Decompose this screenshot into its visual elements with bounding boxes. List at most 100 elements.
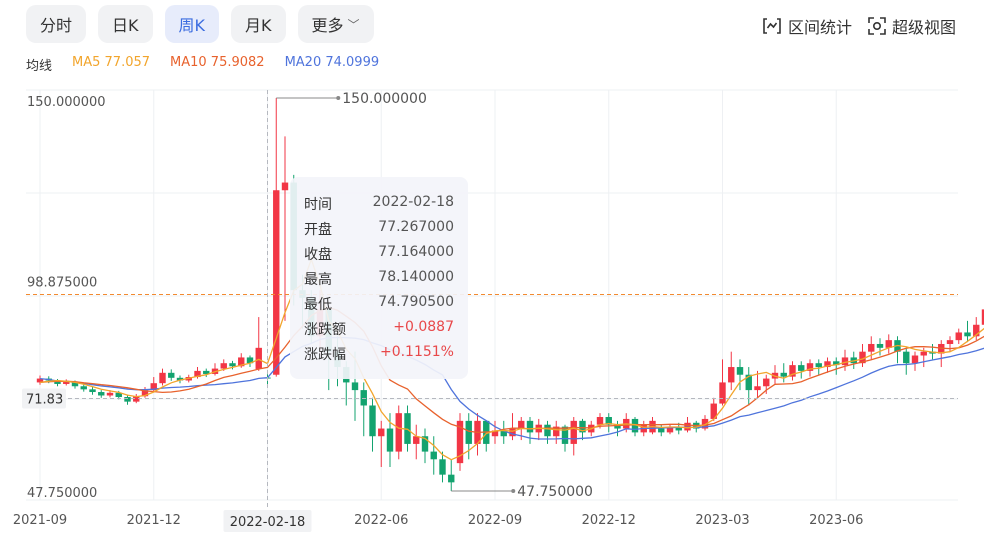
candle-body xyxy=(798,365,805,371)
candle-body xyxy=(89,389,96,393)
crosshair-price-label: 71.83 xyxy=(26,392,63,407)
y-axis-label: 47.750000 xyxy=(27,486,97,501)
candle-body xyxy=(780,372,787,377)
candle-body xyxy=(386,428,394,452)
tooltip-label: 时间 xyxy=(304,197,332,213)
tab-daily-k[interactable]: 日K xyxy=(98,5,153,43)
tooltip-row-time: 时间 2022-02-18 xyxy=(304,194,454,214)
tooltip-value: 74.790500 xyxy=(378,294,454,310)
interval-stats-button[interactable]: 区间统计 xyxy=(762,14,852,38)
candle-body xyxy=(955,332,962,341)
candle-body xyxy=(833,361,840,366)
candle-body xyxy=(456,420,464,464)
tooltip-value: +0.0887 xyxy=(393,319,454,335)
candle-body xyxy=(238,357,245,367)
candle-body xyxy=(763,378,770,387)
ma20-line xyxy=(39,336,984,440)
candle-body xyxy=(614,424,621,429)
tooltip-label: 开盘 xyxy=(304,222,332,238)
ma-legend-label: 均线 xyxy=(26,59,53,74)
candle-body xyxy=(141,390,149,397)
interval-stats-label: 区间统计 xyxy=(787,18,852,37)
candle-body xyxy=(789,365,796,377)
ma5-legend: MA5 77.057 xyxy=(72,55,151,70)
tooltip-row-open: 开盘 77.267000 xyxy=(304,219,454,239)
y-axis-label: 150.000000 xyxy=(27,95,106,110)
candle-body xyxy=(360,390,367,406)
chart-tools: 区间统计 超级视图 xyxy=(762,14,956,38)
candle-body xyxy=(413,436,420,444)
candle-body xyxy=(465,420,472,444)
crosshair-date-badge xyxy=(223,510,312,532)
candle-body xyxy=(553,426,560,437)
super-view-label: 超级视图 xyxy=(891,18,956,37)
candle-body xyxy=(281,182,289,191)
candle-body xyxy=(719,382,726,404)
ma20-legend: MA20 74.0999 xyxy=(284,55,380,70)
candle-body xyxy=(80,386,87,390)
candle-body xyxy=(570,420,577,444)
candle-body xyxy=(631,418,639,433)
candle-body xyxy=(885,340,892,348)
ma10-legend: MA10 75.9082 xyxy=(170,55,265,70)
ohlc-tooltip: 时间 2022-02-18 开盘 77.267000 收盘 77.164000 最高 7… xyxy=(290,177,468,379)
candle-body xyxy=(605,417,612,425)
candle-body xyxy=(815,363,822,368)
tooltip-value: +0.1151% xyxy=(379,344,454,360)
candle-body xyxy=(229,363,236,367)
candle-body xyxy=(911,355,919,364)
crosshair-date-label: 2022-02-18 xyxy=(230,515,306,530)
bracket-wave-icon xyxy=(763,18,781,34)
ma5-line xyxy=(39,257,984,461)
chart-overlay: 150.000000 47.750000 xyxy=(26,90,958,510)
candle-body xyxy=(378,428,385,437)
candle-body xyxy=(421,436,429,452)
candle-body xyxy=(754,386,761,391)
candle-body xyxy=(220,363,227,369)
candle-body xyxy=(964,332,971,337)
candle-body xyxy=(658,428,665,433)
candle-body xyxy=(404,413,411,444)
max-marker-label: 150.000000 xyxy=(342,91,427,107)
candle-body xyxy=(98,392,105,396)
crosshair-price-badge xyxy=(22,388,66,409)
tooltip-value: 78.140000 xyxy=(378,269,454,285)
candle-body xyxy=(439,459,446,475)
tooltip-label: 最低 xyxy=(304,297,332,313)
candle-body xyxy=(701,418,709,429)
candle-body xyxy=(133,396,140,402)
candle-body xyxy=(36,378,44,383)
candle-body xyxy=(710,403,717,419)
tooltip-label: 涨跌额 xyxy=(304,322,346,338)
tab-intraday[interactable]: 分时 xyxy=(26,5,87,43)
candle-body xyxy=(106,392,114,396)
candle-body xyxy=(876,343,884,348)
candle-body xyxy=(841,357,849,366)
candle-body xyxy=(351,382,359,391)
candle-body xyxy=(544,424,551,437)
candle-body xyxy=(194,370,201,378)
candle-body xyxy=(491,430,499,437)
tab-weekly-k[interactable]: 周K xyxy=(164,5,220,43)
tooltip-row-high: 最高 78.140000 xyxy=(304,269,454,289)
tab-monthly-k[interactable]: 月K xyxy=(231,5,286,43)
candle-body xyxy=(71,382,79,387)
candle-body xyxy=(824,361,831,368)
candle-body xyxy=(54,380,61,384)
tooltip-row-change-pct: 涨跌幅 +0.1151% xyxy=(304,344,454,364)
candle-body xyxy=(159,372,166,384)
super-view-button[interactable]: 超级视图 xyxy=(868,14,956,38)
candle-body xyxy=(448,474,455,483)
tooltip-value: 77.267000 xyxy=(378,219,454,235)
candle-body xyxy=(176,377,184,381)
candle-body xyxy=(63,382,70,384)
candle-body xyxy=(806,363,814,371)
candle-body xyxy=(675,426,682,431)
candle-body xyxy=(596,417,604,425)
tooltip-label: 涨跌幅 xyxy=(304,347,346,363)
candle-body xyxy=(150,383,157,391)
candle-body xyxy=(946,340,954,344)
tab-more[interactable]: 更多 ﹀ xyxy=(297,5,374,43)
tooltip-row-close: 收盘 77.164000 xyxy=(304,244,454,264)
